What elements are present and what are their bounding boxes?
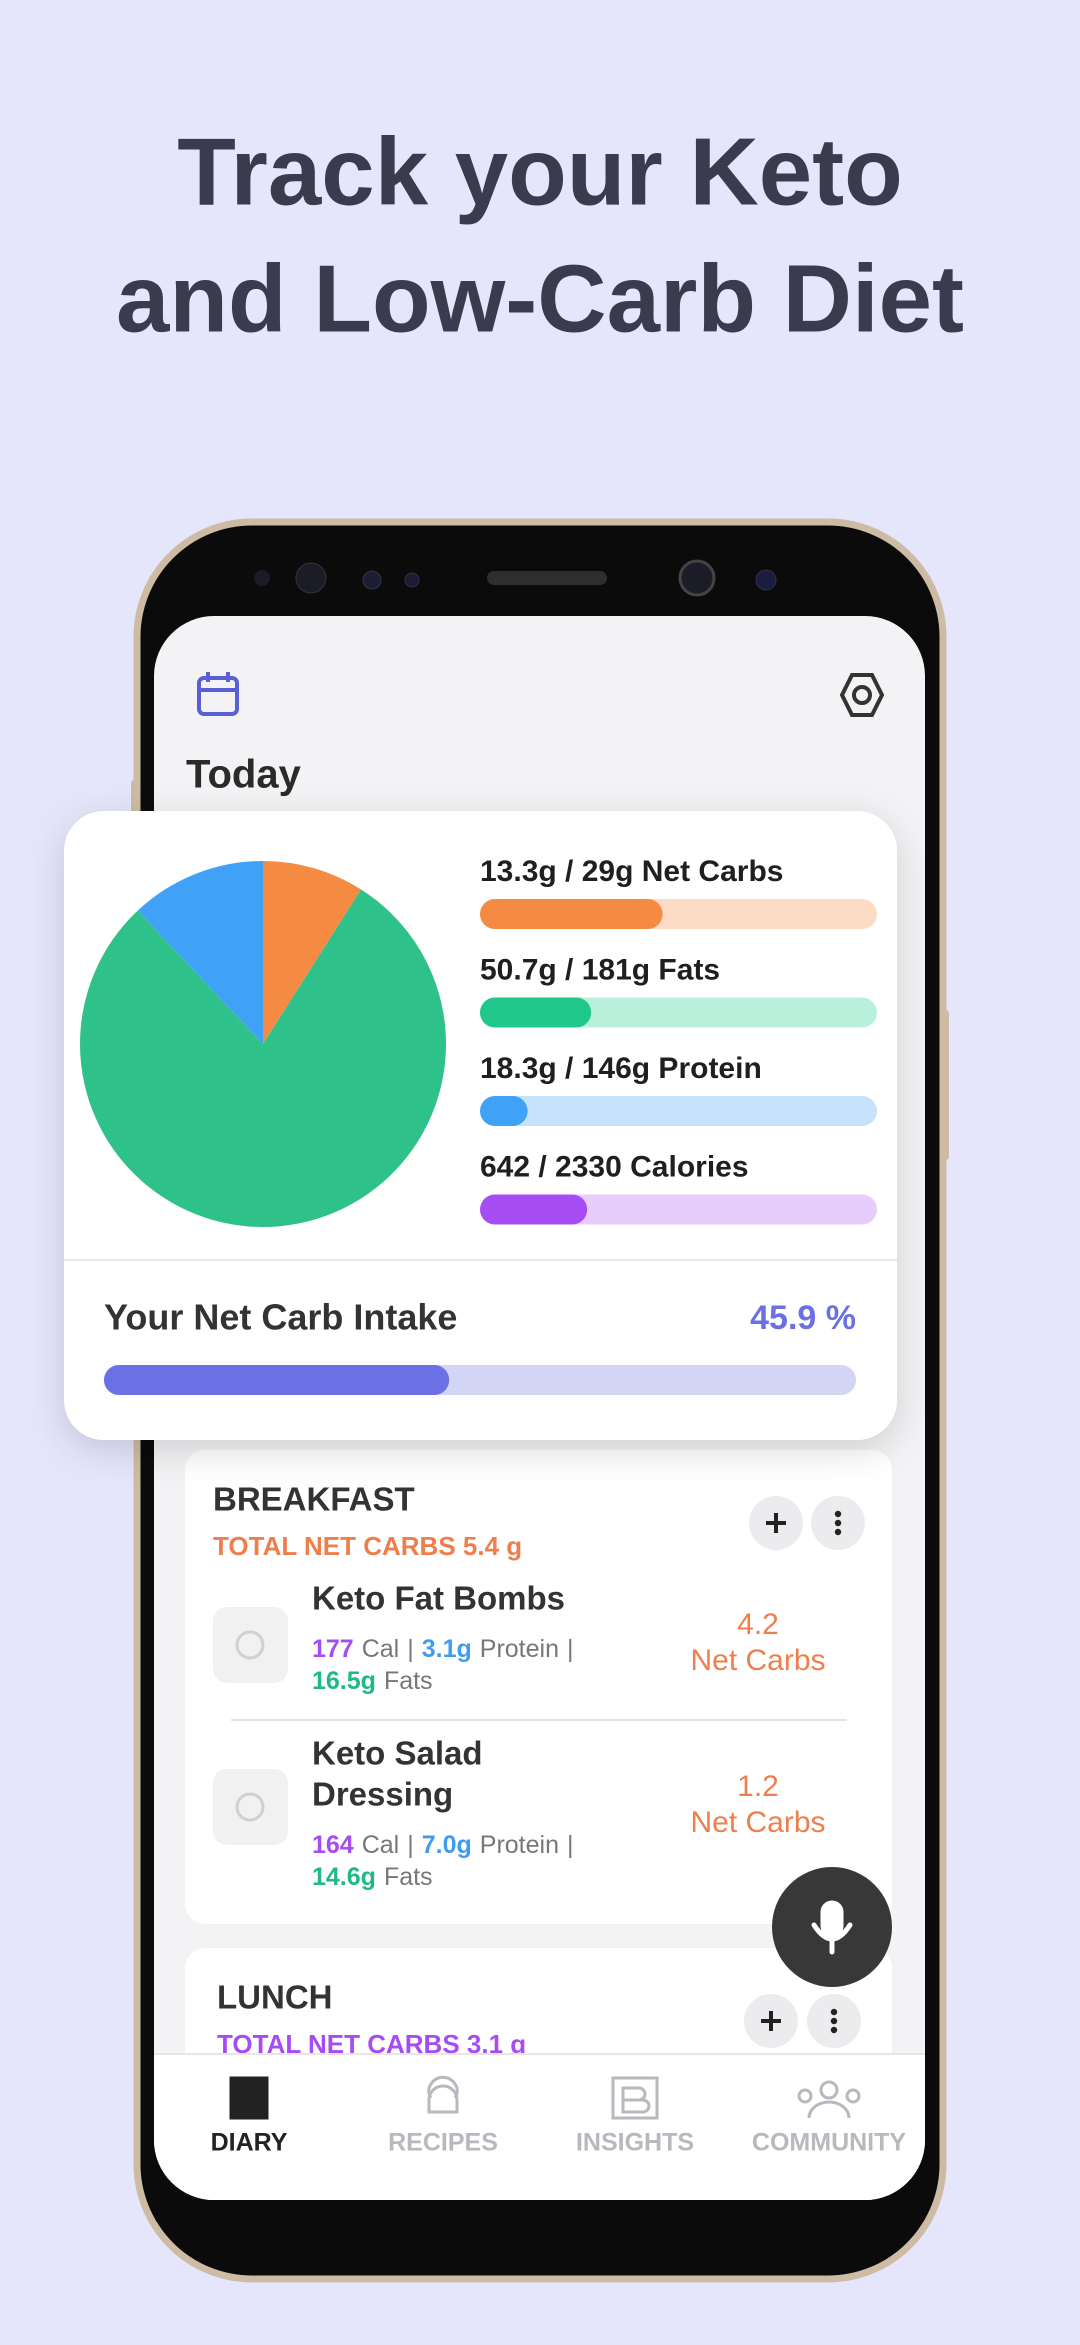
stat: Fats [384,1667,433,1695]
nav-label[interactable]: INSIGHTS [576,2129,694,2157]
net-carbs-value: 1.2 [737,1770,779,1803]
stat: Protein [480,1831,559,1859]
stat: Fats [384,1863,433,1891]
pie-slice [137,861,263,1044]
macro-fill [480,899,663,929]
nav-label[interactable]: DIARY [211,2129,288,2157]
nav-icon[interactable] [797,2080,861,2119]
stat: 16.5g [312,1667,376,1695]
nav-icon[interactable] [611,2076,659,2120]
headline: Track your Keto and Low-Carb Diet [116,118,964,352]
macro-label: 50.7g / 181g Fats [480,953,720,986]
food-name: Keto Salad [312,1735,483,1772]
macro-fill [480,1096,528,1126]
food-stats: 177 Cal | 3.1g Protein | [312,1635,573,1663]
food-name: Keto Fat Bombs [312,1580,565,1617]
stat: Cal [362,1831,400,1859]
food-stats: 164 Cal | 7.0g Protein | [312,1831,573,1859]
dot [834,1528,842,1536]
stat: 14.6g [312,1863,376,1891]
intake-fill [104,1365,450,1395]
net-carbs-value: 4.2 [737,1608,779,1641]
plus-icon [761,2011,781,2031]
macro-fill [480,997,592,1028]
sensor [755,569,777,591]
meal-total: TOTAL NET CARBS 5.4 g [213,1531,522,1561]
stat: 3.1g [422,1635,472,1663]
net-carbs-label: Net Carbs [690,1644,825,1677]
summary-card: Your Net Carb Intake 45.9 % 13.3g / 29g … [64,811,897,1440]
title-line: Track your Keto [177,118,903,225]
speaker [487,571,607,585]
plate-icon [235,1630,265,1660]
dot [834,1510,842,1518]
stat: 177 [312,1635,354,1663]
nav: DIARY RECIPES INSIGHTS COMMUNITY [211,2075,906,2157]
stat: | [407,1831,414,1859]
camera [678,559,716,597]
nav-icon[interactable] [229,2076,269,2120]
net-carbs-label: Net Carbs [690,1806,825,1839]
stat: Protein [480,1635,559,1663]
pie-slice [80,889,446,1228]
stat: | [567,1635,574,1663]
food-icon [213,1769,288,1845]
food-icon [213,1607,288,1683]
dot [830,2017,838,2025]
intake-value: 45.9 % [750,1299,856,1337]
meal-name: BREAKFAST [213,1481,415,1518]
stat: | [567,1831,574,1859]
food-stats: 14.6g Fats [312,1863,433,1891]
sensor [295,562,327,594]
meal-name: LUNCH [217,1979,332,2016]
meal-card [185,1450,892,1924]
pie-slice [263,861,362,1044]
food-name: Dressing [312,1776,453,1813]
dot [834,1519,842,1527]
mic-icon [811,1900,853,1955]
food-stats: 16.5g Fats [312,1667,433,1695]
nav-bar [154,2054,925,2200]
sensor [362,570,382,590]
macro-label: 642 / 2330 Calories [480,1150,749,1183]
calendar-icon[interactable] [197,672,239,716]
sensor [254,570,270,586]
dot [830,2008,838,2016]
nav-label[interactable]: RECIPES [388,2129,498,2157]
plate-icon [235,1792,265,1822]
settings-icon[interactable] [839,673,885,717]
side-button [941,1010,949,1160]
nav-label[interactable]: COMMUNITY [752,2129,906,2157]
date-label: Today [186,753,302,797]
macro-track [480,1096,877,1126]
macro-label: 13.3g / 29g Net Carbs [480,855,783,888]
intake-label: Your Net Carb Intake [104,1297,457,1338]
stat: Cal [362,1635,400,1663]
macro-fill [480,1194,588,1225]
title-line: and Low-Carb Diet [116,245,964,352]
nav-icon[interactable] [427,2075,459,2114]
dot [830,2026,838,2034]
macro-label: 18.3g / 146g Protein [480,1052,762,1085]
stat: | [407,1635,414,1663]
plus-icon [766,1513,786,1533]
stat: 164 [312,1831,354,1859]
stat: 7.0g [422,1831,472,1859]
sensor [404,572,420,588]
